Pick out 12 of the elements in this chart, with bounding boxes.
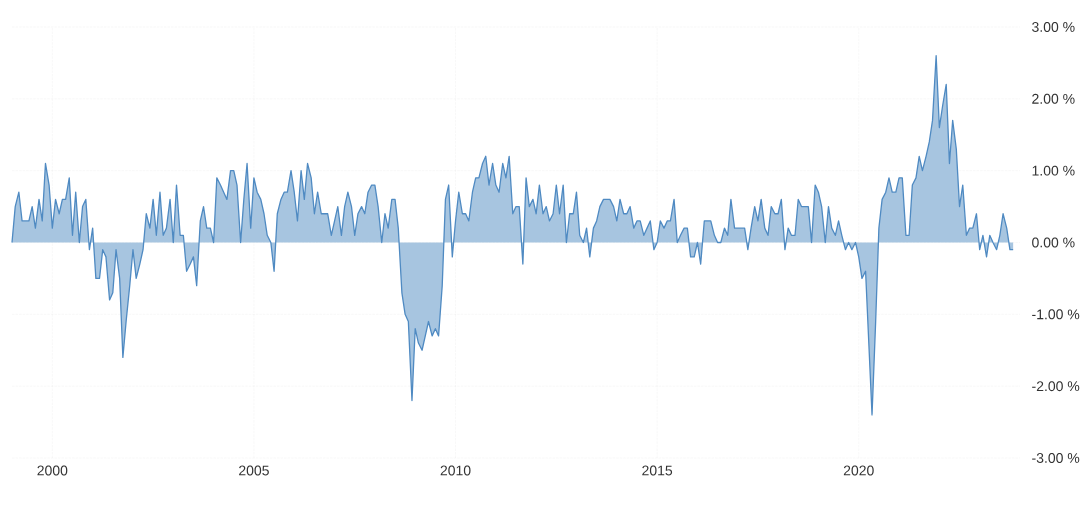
x-tick-label: 2015	[642, 465, 673, 476]
y-tick-label: -1.00 %	[1032, 309, 1080, 320]
x-tick-label: 2005	[239, 465, 269, 476]
y-tick-label: 2.00 %	[1032, 93, 1075, 104]
y-tick-label: -3.00 %	[1032, 453, 1080, 463]
y-tick-label: -2.00 %	[1032, 381, 1080, 392]
y-tick-label: 0.00 %	[1032, 237, 1075, 248]
y-tick-label: 1.00 %	[1032, 165, 1075, 176]
x-tick-label: 2010	[440, 465, 471, 476]
y-tick-label: 3.00 %	[1032, 22, 1075, 32]
x-tick-label: 2000	[37, 465, 68, 476]
x-tick-label: 2020	[843, 465, 874, 476]
